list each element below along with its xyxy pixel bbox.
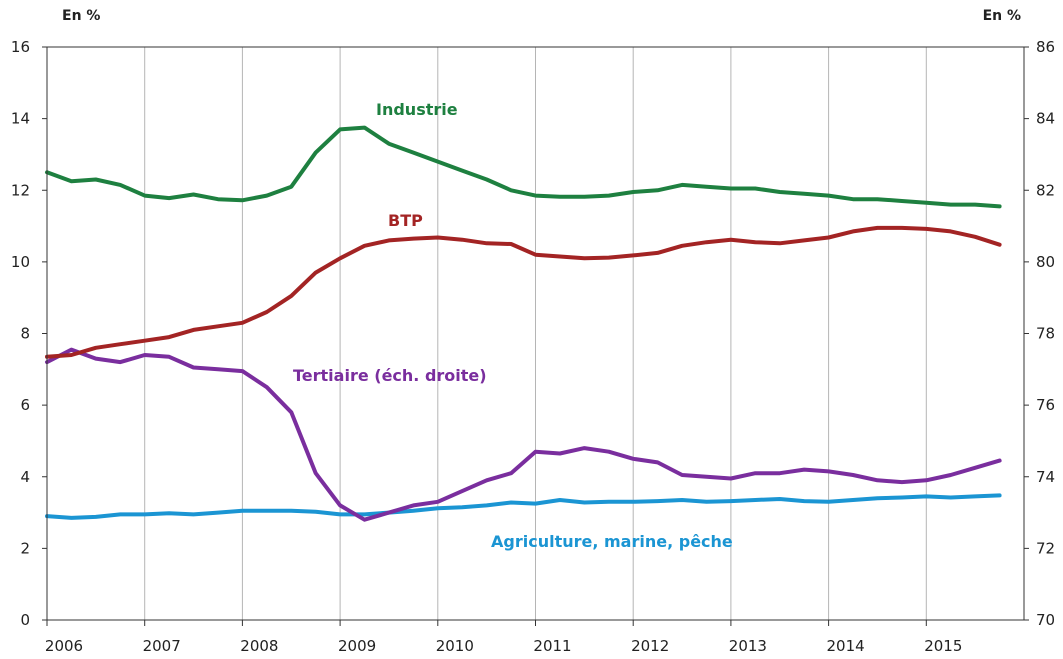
x-tick-label-2006: 2006 xyxy=(45,637,83,655)
x-tick-label-2007: 2007 xyxy=(143,637,181,655)
series-label-tertiaire: Tertiaire (éch. droite) xyxy=(293,366,487,385)
x-tick-label-2011: 2011 xyxy=(533,637,571,655)
series-lines xyxy=(45,125,1002,522)
series-label-btp: BTP xyxy=(388,211,423,230)
x-tick-label-2013: 2013 xyxy=(729,637,767,655)
right-tick-label-86: 86 xyxy=(1036,38,1055,56)
left-tick-label-14: 14 xyxy=(11,110,30,128)
right-axis-unit: En % xyxy=(983,8,1021,24)
x-tick-label-2012: 2012 xyxy=(631,637,669,655)
x-tick-label-2014: 2014 xyxy=(827,637,865,655)
left-axis-ticks: 0 2 4 6 8 10 12 14 16 xyxy=(11,38,47,629)
right-tick-label-84: 84 xyxy=(1036,110,1055,128)
series-line-agriculture xyxy=(45,493,1002,520)
right-tick-label-82: 82 xyxy=(1036,181,1055,199)
right-tick-label-70: 70 xyxy=(1036,611,1055,629)
x-tick-label-2010: 2010 xyxy=(436,637,474,655)
left-tick-label-10: 10 xyxy=(11,253,30,271)
right-tick-label-72: 72 xyxy=(1036,539,1055,557)
series-label-industrie: Industrie xyxy=(376,100,458,119)
left-tick-label-6: 6 xyxy=(20,396,30,414)
series-label-agriculture: Agriculture, marine, pêche xyxy=(491,532,733,551)
series-line-industrie xyxy=(45,125,1002,209)
right-tick-label-76: 76 xyxy=(1036,396,1055,414)
x-tick-label-2009: 2009 xyxy=(338,637,376,655)
left-tick-label-8: 8 xyxy=(20,325,30,343)
series-line-tertiaire xyxy=(45,347,1002,522)
x-tick-label-2008: 2008 xyxy=(240,637,278,655)
left-tick-label-2: 2 xyxy=(20,539,30,557)
x-tick-label-2015: 2015 xyxy=(924,637,962,655)
left-tick-label-16: 16 xyxy=(11,38,30,56)
left-axis-unit: En % xyxy=(62,8,100,24)
right-tick-label-74: 74 xyxy=(1036,468,1055,486)
left-tick-label-0: 0 xyxy=(20,611,30,629)
right-tick-label-78: 78 xyxy=(1036,325,1055,343)
left-tick-label-4: 4 xyxy=(20,468,30,486)
vertical-gridlines xyxy=(144,47,927,620)
right-axis-ticks: 70 72 74 76 78 80 82 84 86 xyxy=(1024,38,1055,629)
x-axis-ticks: 2006 2007 2008 2009 2010 2011 2012 2013 2014 2015 xyxy=(45,620,962,655)
right-tick-label-80: 80 xyxy=(1036,253,1055,271)
series-line-btp xyxy=(45,225,1002,359)
left-tick-label-12: 12 xyxy=(11,181,30,199)
